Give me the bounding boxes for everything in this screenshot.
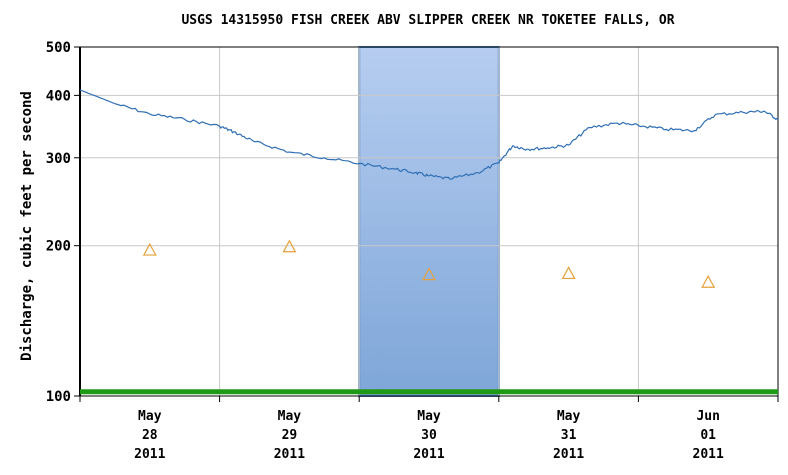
median-marker: [282, 239, 297, 253]
x-tick-month: May: [278, 409, 302, 424]
y-axis-label: Discharge, cubic feet per second: [19, 91, 35, 361]
x-tick-month: Jun: [696, 409, 719, 424]
x-tick-year: 2011: [274, 447, 305, 462]
x-tick-month: May: [557, 409, 581, 424]
highlight-band: [358, 46, 500, 397]
y-tick-label: 200: [46, 239, 71, 255]
chart-title: USGS 14315950 FISH CREEK ABV SLIPPER CRE…: [181, 13, 674, 28]
y-tick-label: 500: [46, 40, 71, 56]
x-tick-month: May: [417, 409, 441, 424]
median-marker: [142, 242, 157, 256]
x-tick-year: 2011: [413, 447, 444, 462]
x-tick-day: 01: [700, 428, 716, 443]
x-tick-day: 29: [282, 428, 298, 443]
median-marker: [421, 267, 437, 281]
x-tick-label: Jun 01 2011: [693, 409, 724, 462]
y-tick-label: 400: [46, 88, 71, 104]
x-tick-day: 28: [142, 428, 158, 443]
x-tick-label: May 31 2011: [553, 409, 584, 462]
x-tick-label: May 28 2011: [134, 409, 165, 462]
median-marker: [701, 274, 716, 288]
x-tick-label: May 30 2011: [413, 409, 444, 462]
median-marker: [561, 266, 576, 280]
y-tick-label: 300: [46, 151, 71, 167]
y-tick-label: 100: [46, 389, 71, 405]
discharge-line: [79, 89, 779, 180]
x-tick-day: 31: [561, 428, 577, 443]
x-tick-year: 2011: [693, 447, 724, 462]
x-tick-month: May: [138, 409, 162, 424]
x-tick-label: May 29 2011: [274, 409, 305, 462]
x-tick-day: 30: [421, 428, 437, 443]
x-tick-year: 2011: [134, 447, 165, 462]
x-tick-year: 2011: [553, 447, 584, 462]
